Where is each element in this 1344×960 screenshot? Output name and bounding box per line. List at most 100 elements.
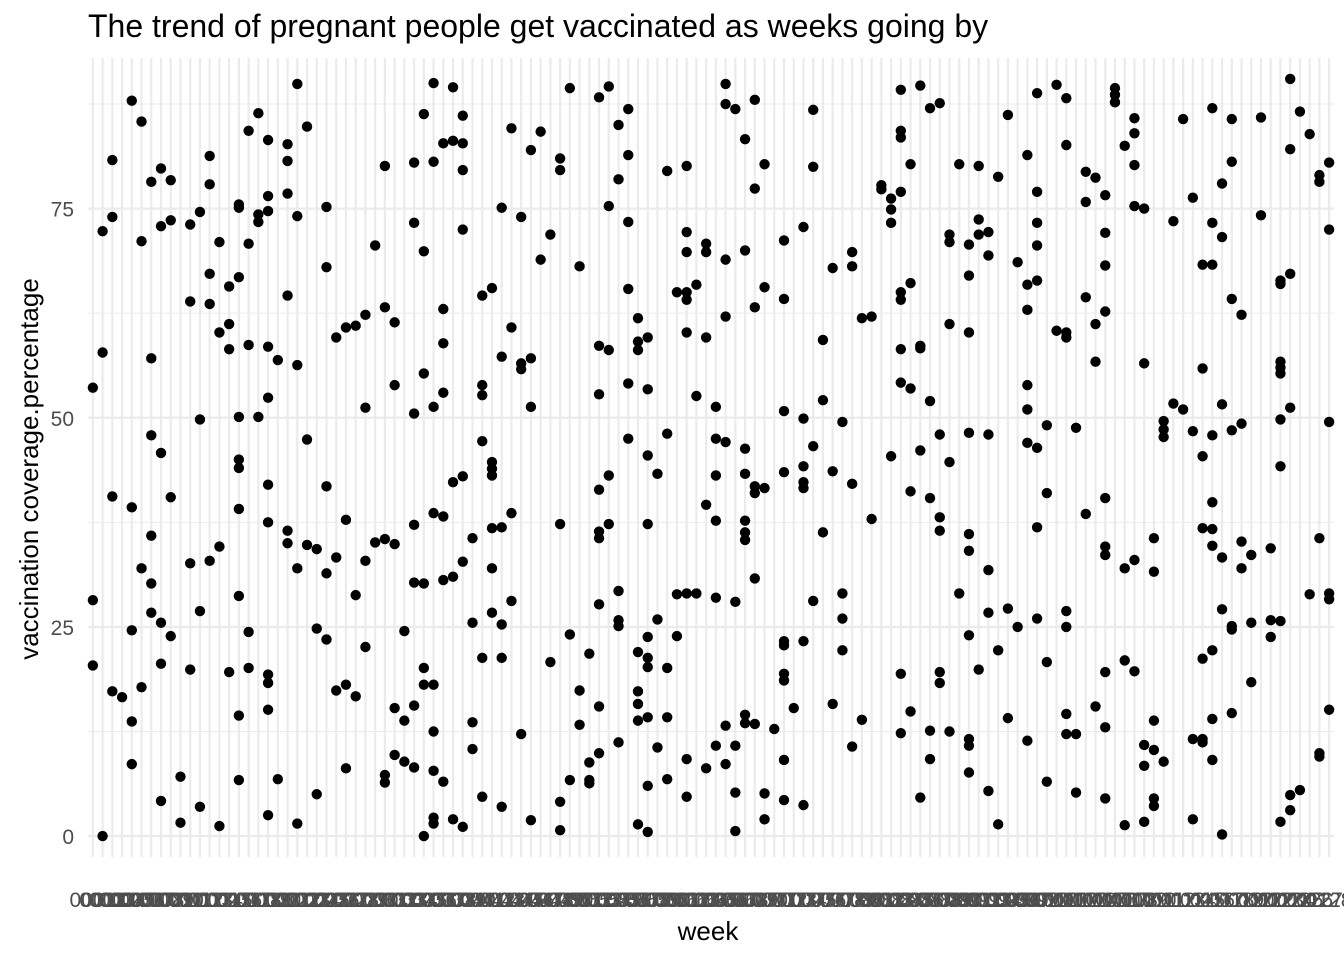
- data-point: [720, 78, 731, 90]
- data-point: [1100, 492, 1111, 504]
- data-point: [778, 405, 790, 417]
- data-point: [253, 209, 264, 220]
- x-tick-label: 0070: [741, 889, 788, 912]
- data-point: [983, 607, 994, 618]
- data-point: [642, 631, 653, 643]
- x-tick-label: 0115: [1180, 889, 1225, 912]
- data-point: [399, 715, 410, 726]
- data-point: [292, 210, 303, 222]
- data-point: [1284, 268, 1296, 280]
- x-tick-label: 0012: [177, 889, 224, 912]
- data-point: [681, 327, 692, 338]
- data-point: [593, 748, 605, 759]
- data-point: [866, 513, 877, 525]
- data-point: [262, 341, 274, 352]
- data-point: [1070, 728, 1082, 740]
- data-point: [204, 555, 215, 567]
- data-point: [905, 706, 916, 717]
- x-tick-label: 0025: [303, 889, 350, 912]
- x-tick-label: 0127: [1296, 889, 1343, 912]
- data-point: [1197, 363, 1208, 374]
- data-point: [233, 454, 245, 465]
- data-point: [428, 679, 439, 690]
- data-point: [759, 814, 770, 825]
- data-point: [632, 312, 644, 324]
- data-point: [292, 563, 303, 574]
- data-point: [1148, 533, 1160, 544]
- data-point: [1031, 240, 1043, 251]
- data-point: [1207, 713, 1218, 725]
- data-point: [593, 701, 605, 712]
- data-point: [837, 613, 848, 624]
- data-point: [126, 502, 138, 513]
- data-point: [856, 312, 868, 324]
- data-point: [574, 719, 585, 731]
- data-point: [1216, 178, 1228, 189]
- data-point: [739, 534, 751, 546]
- data-point: [593, 533, 605, 544]
- data-point: [214, 820, 225, 832]
- data-point: [778, 640, 790, 651]
- x-tick-label: 0100: [1033, 889, 1080, 912]
- data-point: [973, 160, 984, 172]
- data-point: [97, 830, 108, 842]
- data-point: [1119, 140, 1130, 152]
- data-point: [1207, 497, 1218, 508]
- data-point: [759, 159, 770, 170]
- x-tick-label: 0120: [1228, 889, 1275, 912]
- data-point: [642, 450, 653, 461]
- data-point: [749, 718, 761, 730]
- data-point: [1022, 437, 1033, 449]
- data-point: [1061, 605, 1072, 617]
- data-point: [1197, 522, 1208, 534]
- data-point: [992, 819, 1004, 830]
- data-point: [1109, 97, 1121, 108]
- data-point: [642, 384, 653, 395]
- data-point: [97, 225, 108, 237]
- x-tick-label: 0126: [1286, 889, 1333, 912]
- x-tick-label: 0087: [907, 889, 954, 912]
- data-point: [895, 668, 907, 679]
- data-point: [1022, 149, 1033, 161]
- data-point: [1226, 425, 1237, 436]
- data-point: [1031, 442, 1043, 454]
- data-point: [963, 327, 975, 338]
- data-point: [467, 617, 478, 628]
- data-point: [223, 281, 235, 292]
- data-point: [1138, 816, 1150, 828]
- data-point: [418, 246, 430, 257]
- data-point: [262, 677, 274, 689]
- data-point: [1031, 217, 1043, 229]
- x-tick-label: 0123: [1257, 889, 1304, 912]
- data-point: [1284, 402, 1296, 413]
- data-point: [632, 336, 644, 347]
- data-point: [1255, 112, 1267, 123]
- data-point: [623, 103, 634, 115]
- data-point: [623, 149, 634, 161]
- x-tick-label: 0010: [157, 889, 204, 912]
- data-point: [467, 717, 478, 728]
- data-point: [895, 294, 907, 305]
- data-point: [1031, 613, 1043, 624]
- x-tick-label: 0086: [897, 889, 944, 912]
- data-point: [671, 589, 683, 600]
- data-point: [506, 595, 517, 607]
- data-point: [535, 126, 546, 137]
- data-point: [554, 153, 566, 164]
- data-point: [146, 430, 157, 441]
- data-point: [496, 801, 507, 813]
- data-point: [593, 389, 605, 400]
- data-point: [311, 789, 322, 800]
- data-point: [525, 144, 537, 156]
- x-tick-label: 0067: [712, 889, 759, 912]
- data-point: [691, 279, 702, 290]
- data-point: [418, 108, 430, 120]
- y-axis-label: vaccination coverage.percentage: [14, 278, 44, 660]
- data-point: [155, 658, 167, 669]
- data-point: [554, 164, 566, 176]
- data-point: [233, 590, 245, 602]
- data-point: [603, 81, 614, 92]
- data-point: [1236, 418, 1247, 429]
- data-point: [126, 95, 138, 106]
- data-point: [243, 626, 254, 638]
